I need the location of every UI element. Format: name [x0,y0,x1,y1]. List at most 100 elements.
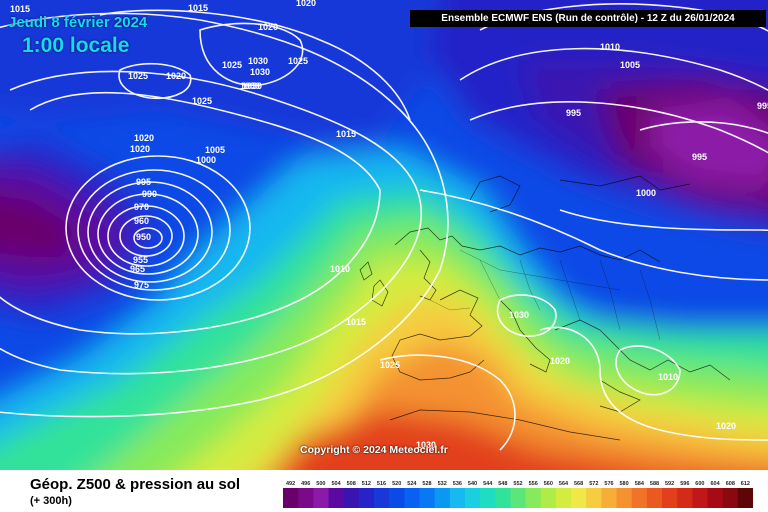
geopotential-map: 1015 1015 1020 1020 1025 1020 1025 1030 … [0,0,768,470]
isobar-label: 995 [757,101,768,111]
scale-swatch [358,488,375,508]
legend-footer: Géop. Z500 & pression au sol (+ 300h) 49… [0,470,768,512]
scale-label: 560 [544,481,553,487]
scale-label: 504 [332,481,342,487]
isobar-label: 970 [134,202,149,212]
scale-swatch [449,488,466,508]
scale-swatch [525,488,542,508]
scale-label: 524 [407,481,417,487]
scale-label: 516 [377,481,386,487]
isobar-label: 1030 [242,81,262,91]
scale-label: 544 [483,481,493,487]
isobar-label: 1015 [188,3,208,13]
isobar-label: 1020 [550,356,570,366]
isobar-label: 1030 [240,81,260,91]
forecast-date: Jeudi 8 février 2024 [8,14,148,31]
scale-swatch [298,488,314,508]
scale-label: 584 [635,481,645,487]
isobar-label: 1010 [330,264,350,274]
scale-label: 532 [438,481,447,487]
scale-label: 604 [711,481,721,487]
isobar-label: 975 [134,280,149,290]
scale-label: 568 [574,481,583,487]
scale-swatch [722,488,739,508]
scale-label: 552 [513,481,522,487]
scale-swatch [434,488,451,508]
scale-swatch [571,488,587,508]
isobar-label: 1025 [222,60,242,70]
scale-swatch [540,488,557,508]
scale-swatch [677,488,693,508]
isobars [0,3,768,451]
scale-label: 508 [347,481,356,487]
isobar-label: 1030 [416,440,436,450]
scale-swatch [707,488,723,508]
scale-swatch [601,488,617,508]
scale-swatch [374,488,390,508]
isobar-label: 955 [133,255,148,265]
scale-swatch [646,488,663,508]
isobar-labels: 1015 1015 1020 1020 1025 1020 1025 1030 … [10,0,768,450]
isobar-label: 1025 [192,96,212,106]
scale-label: 492 [286,481,295,487]
scale-label: 608 [726,481,735,487]
isobar-label: 965 [130,264,145,274]
scale-swatch [343,488,360,508]
scale-swatch [692,488,708,508]
footer-title: Géop. Z500 & pression au sol [30,476,241,493]
isobar-label: 1000 [636,188,656,198]
isobar-label: 1020 [258,22,278,32]
scale-swatch [419,488,435,508]
isobar-label: 1005 [205,145,225,155]
model-run-label: Ensemble ECMWF ENS (Run de contrôle) - 1… [410,10,766,27]
scale-swatch [662,488,678,508]
isobar-label: 1025 [380,360,400,370]
scale-swatch [404,488,420,508]
scale-swatch [480,488,496,508]
isobar-label: 1030 [250,67,270,77]
scale-label: 576 [604,481,613,487]
scale-label: 528 [422,481,431,487]
isobar-label: 950 [136,232,151,242]
scale-swatch [586,488,602,508]
scale-label: 580 [620,481,629,487]
scale-label: 512 [362,481,371,487]
scale-swatch [495,488,511,508]
scale-swatch [313,488,329,508]
isobar-label: 1025 [288,56,308,66]
scale-label: 592 [665,481,674,487]
scale-swatch [464,488,481,508]
footer-subtitle: (+ 300h) [30,495,72,507]
color-scale: 492 496 500 504 508 512 516 520 524 528 532 536 540 5… [283,481,753,508]
scale-label: 536 [453,481,462,487]
isobar-label: 1015 [10,4,30,14]
isobar-label: 995 [692,152,707,162]
isobar-label: 1020 [166,71,186,81]
scale-label: 572 [589,481,598,487]
scale-label: 540 [468,481,477,487]
scale-label: 556 [529,481,538,487]
isobar-label: 1030 [509,310,529,320]
isobar-label: 1015 [336,129,356,139]
scale-label: 520 [392,481,401,487]
borders [429,249,661,341]
scale-label: 596 [680,481,689,487]
isobar-label: 1020 [134,133,154,143]
forecast-time: 1:00 locale [22,34,130,57]
isobar-label: 1005 [620,60,640,70]
scale-swatch [510,488,526,508]
isobar-label: 1020 [130,144,150,154]
isobar-label: 1025 [128,71,148,81]
isobar-label: 960 [134,216,149,226]
scale-label: 588 [650,481,659,487]
isobar-label: 1015 [346,317,366,327]
isobar-label: 1000 [196,155,216,165]
isobar-label: 1010 [658,372,678,382]
coastlines [359,175,731,441]
scale-label: 548 [498,481,507,487]
isobar-label: 1010 [600,42,620,52]
isobar-label: 1020 [296,0,316,8]
isobar-label: 995 [566,108,581,118]
scale-swatch [631,488,648,508]
